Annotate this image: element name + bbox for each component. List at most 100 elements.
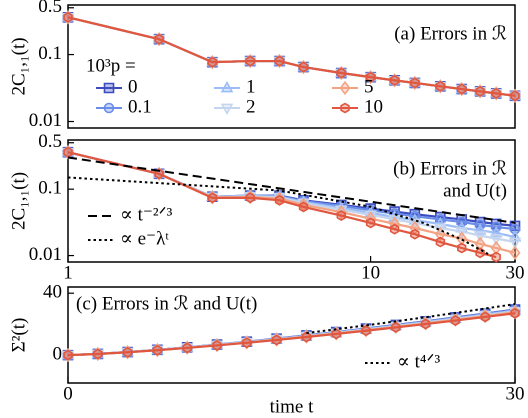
marker — [63, 349, 73, 361]
marker — [271, 334, 282, 346]
marker — [508, 237, 522, 250]
guide-line — [67, 156, 516, 224]
plot-frame — [67, 139, 516, 263]
marker — [435, 236, 446, 248]
legend-marker — [103, 102, 115, 114]
legend-label: 10 — [364, 96, 383, 117]
marker — [509, 223, 521, 235]
marker — [410, 77, 420, 89]
plot-frame — [67, 4, 516, 129]
legend-marker — [220, 80, 234, 93]
y-axis-label: Σ²(t) — [8, 318, 29, 353]
panel: 0 40 0 30 Σ²(t) time t (c) Errors in ℛ and U(t… — [8, 282, 524, 418]
x-tick-label: 10 — [361, 262, 380, 283]
marker — [154, 168, 164, 180]
marker — [391, 322, 401, 333]
marker — [182, 342, 192, 354]
marker — [245, 55, 255, 67]
marker — [365, 71, 376, 83]
marker — [491, 87, 501, 99]
marker — [490, 240, 502, 256]
marker — [365, 217, 376, 229]
panel-title: and U(t) — [443, 180, 507, 201]
legend-label: 0.1 — [128, 96, 152, 117]
x-tick-label: 1 — [63, 262, 73, 283]
legend-marker — [103, 82, 115, 94]
y-tick-label: 0.01 — [29, 244, 62, 265]
legend-marker — [339, 80, 351, 96]
legend-label: 5 — [364, 76, 374, 97]
legend-label: 0 — [128, 76, 138, 97]
series-line — [67, 308, 516, 357]
x-tick-label: 30 — [506, 383, 525, 404]
marker — [361, 325, 371, 337]
legend-label: 1 — [246, 76, 256, 97]
marker — [331, 328, 341, 340]
panel-title: (c) Errors in ℛ and U(t) — [76, 293, 257, 314]
marker — [473, 231, 487, 243]
marker — [457, 83, 467, 95]
legend-marker — [340, 102, 350, 114]
marker — [489, 234, 503, 246]
marker — [242, 337, 252, 349]
y-tick-label: 0.5 — [38, 131, 62, 152]
y-tick-label: 0.1 — [38, 178, 62, 199]
legend-title: 10³p = — [86, 55, 136, 76]
marker — [245, 192, 255, 204]
legend-label: ∝ t⁴ᐟ³ — [397, 351, 441, 372]
y-tick-label: 40 — [43, 282, 62, 303]
marker — [298, 61, 309, 73]
marker — [274, 194, 285, 206]
marker — [207, 192, 218, 204]
marker — [389, 223, 400, 235]
marker — [509, 245, 521, 260]
y-tick-label: 0 — [53, 343, 63, 364]
legend-label: 2 — [246, 96, 256, 117]
marker — [410, 228, 420, 240]
marker — [435, 80, 446, 92]
y-axis-label: 2C₁,₁(t) — [8, 37, 29, 95]
legend-label: ∝ e⁻λᵗ — [120, 228, 169, 249]
marker — [475, 247, 485, 259]
marker — [450, 315, 461, 326]
marker — [122, 346, 133, 358]
marker — [274, 55, 285, 67]
legend-label: ∝ t⁻²ᐟ³ — [120, 204, 173, 225]
y-tick-label: 0.01 — [29, 110, 62, 131]
y-axis-label: 2C₁,₁(t) — [8, 172, 29, 230]
series-line — [67, 312, 516, 357]
guide-line — [306, 303, 516, 335]
marker — [63, 11, 73, 23]
guide-line — [67, 176, 492, 257]
panel: 0.01 0.1 0.5 1 10 30 2C₁,₁(t) (b) Errors in ℛan… — [8, 131, 524, 283]
panel-title: (b) Errors in ℛ — [393, 158, 507, 179]
marker — [489, 225, 503, 238]
plot-frame — [67, 286, 516, 384]
y-tick-label: 0.5 — [38, 0, 62, 17]
marker — [510, 90, 520, 102]
marker — [63, 146, 73, 158]
marker — [456, 231, 468, 246]
panel: 0.01 0.1 0.5 2C₁,₁(t) (a) Errors in ℛ 10³p =0… — [8, 0, 522, 131]
x-tick-label: 30 — [506, 262, 525, 283]
marker — [420, 318, 431, 330]
marker — [491, 251, 501, 263]
marker — [152, 344, 163, 356]
marker — [298, 201, 309, 213]
marker — [207, 56, 218, 68]
marker — [335, 205, 347, 220]
marker — [480, 311, 490, 323]
marker — [301, 331, 312, 343]
marker — [93, 348, 103, 360]
marker — [389, 74, 400, 86]
marker — [457, 242, 467, 254]
marker — [212, 340, 222, 351]
series-line — [67, 308, 516, 357]
panel-title: (a) Errors in ℛ — [394, 23, 507, 44]
marker — [475, 85, 485, 97]
marker — [336, 67, 346, 79]
marker — [154, 33, 164, 45]
marker — [336, 210, 346, 222]
marker — [510, 307, 520, 319]
